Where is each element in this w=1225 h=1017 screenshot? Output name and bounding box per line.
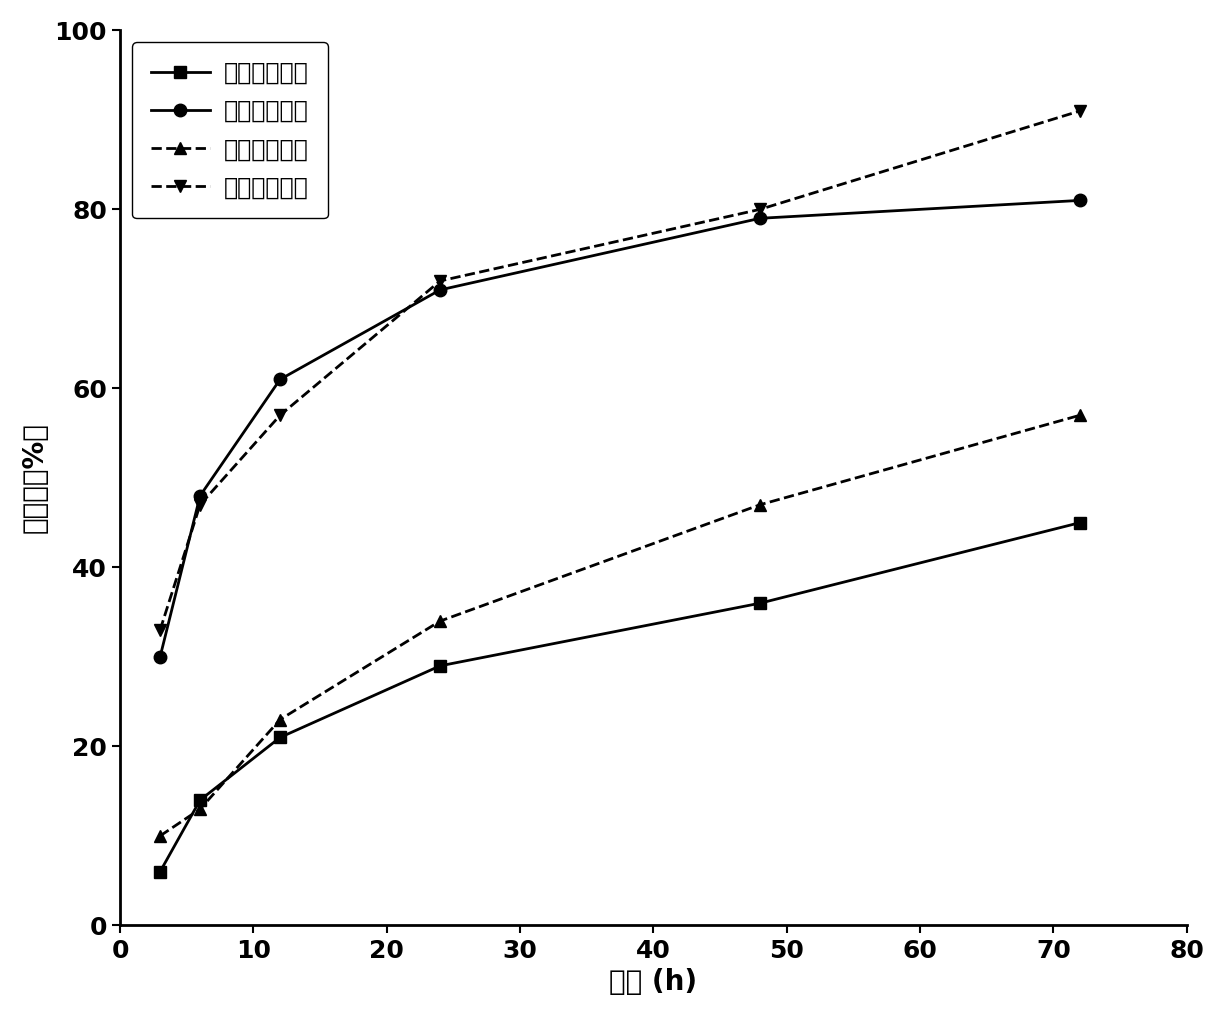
Y-axis label: 降解率（%）: 降解率（%）: [21, 422, 49, 533]
Line: 驯化前毒死蜱: 驯化前毒死蜱: [154, 517, 1087, 878]
驯化后多菌灵: [1073, 105, 1088, 117]
驯化后多菌灵: [192, 498, 207, 511]
驯化前毒死蜱: [273, 731, 288, 743]
驯化后多菌灵: [153, 624, 168, 637]
X-axis label: 时间 (h): 时间 (h): [609, 968, 697, 997]
驯化后毒死蜱: [1073, 194, 1088, 206]
驯化前毒死蜱: [192, 794, 207, 806]
Line: 驯化后毒死蜱: 驯化后毒死蜱: [154, 194, 1087, 663]
驯化后毒死蜱: [752, 213, 767, 225]
驯化前毒死蜱: [1073, 517, 1088, 529]
驯化前多菌灵: [192, 803, 207, 816]
驯化后毒死蜱: [432, 284, 447, 296]
驯化后毒死蜱: [153, 651, 168, 663]
驯化前毒死蜱: [752, 597, 767, 609]
驯化后多菌灵: [432, 275, 447, 287]
驯化后多菌灵: [273, 409, 288, 421]
驯化前毒死蜱: [153, 865, 168, 878]
驯化前毒死蜱: [432, 660, 447, 672]
驯化前多菌灵: [432, 615, 447, 627]
驯化后毒死蜱: [273, 373, 288, 385]
驯化前多菌灵: [1073, 409, 1088, 421]
驯化后多菌灵: [752, 203, 767, 216]
驯化后毒死蜱: [192, 489, 207, 501]
驯化前多菌灵: [273, 714, 288, 726]
Line: 驯化后多菌灵: 驯化后多菌灵: [154, 105, 1087, 637]
Line: 驯化前多菌灵: 驯化前多菌灵: [154, 409, 1087, 842]
驯化前多菌灵: [752, 498, 767, 511]
Legend: 驯化前毒死蜱, 驯化后毒死蜱, 驯化前多菌灵, 驯化后多菌灵: 驯化前毒死蜱, 驯化后毒死蜱, 驯化前多菌灵, 驯化后多菌灵: [132, 42, 327, 219]
驯化前多菌灵: [153, 830, 168, 842]
